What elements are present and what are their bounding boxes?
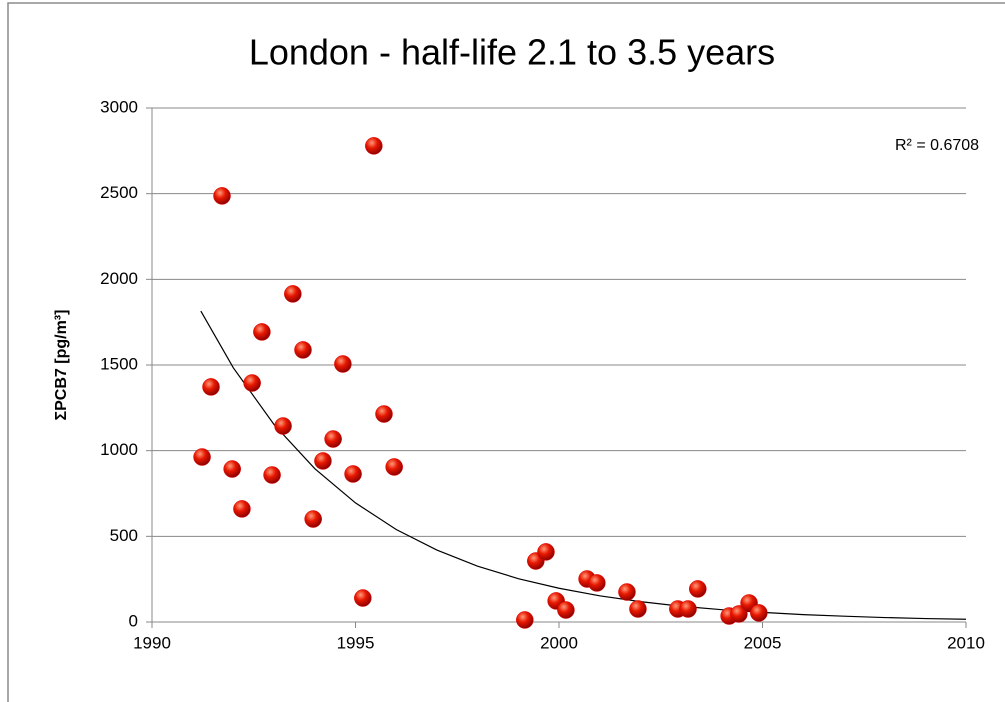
data-point [223,460,241,478]
data-point [385,458,403,476]
data-point [689,580,707,598]
data-point [365,137,383,155]
data-point [193,448,211,466]
trendline [200,310,967,620]
r-squared: R² = 0.6708 [895,137,979,154]
x-tick-label: 2005 [744,633,782,652]
data-point [314,452,332,470]
data-point [588,574,606,592]
data-point [304,510,322,528]
data-point [334,355,352,373]
data-point [629,600,647,618]
data-point [253,323,271,341]
data-point [618,583,636,601]
y-tick-label: 2500 [100,183,138,202]
x-tick-label: 2000 [540,633,578,652]
chart-frame [7,2,1005,702]
data-point [557,601,575,619]
data-point [202,378,220,396]
data-point [679,600,697,618]
data-point [294,341,312,359]
x-tick-label: 2010 [947,633,985,652]
y-tick-label: 1500 [100,354,138,373]
data-point [324,430,342,448]
data-point [354,589,372,607]
data-point [263,466,281,484]
y-tick-label: 1000 [100,440,138,459]
data-point [516,611,534,629]
chart-title: London - half-life 2.1 to 3.5 years [249,32,775,73]
y-tick-label: 0 [129,611,138,630]
x-tick-label: 1995 [337,633,375,652]
data-point [750,604,768,622]
y-tick-label: 3000 [100,97,138,116]
y-tick-label: 500 [110,526,138,545]
data-point [233,500,251,518]
data-point [537,543,555,561]
data-point [274,417,292,435]
data-point [730,605,748,623]
data-point [243,374,261,392]
y-axis-label: ΣPCB7 [pg/m³] [53,310,70,421]
data-point [213,187,231,205]
data-point [375,405,393,423]
data-point [284,285,302,303]
data-point [344,465,362,483]
y-tick-label: 2000 [100,269,138,288]
x-tick-label: 1990 [133,633,171,652]
